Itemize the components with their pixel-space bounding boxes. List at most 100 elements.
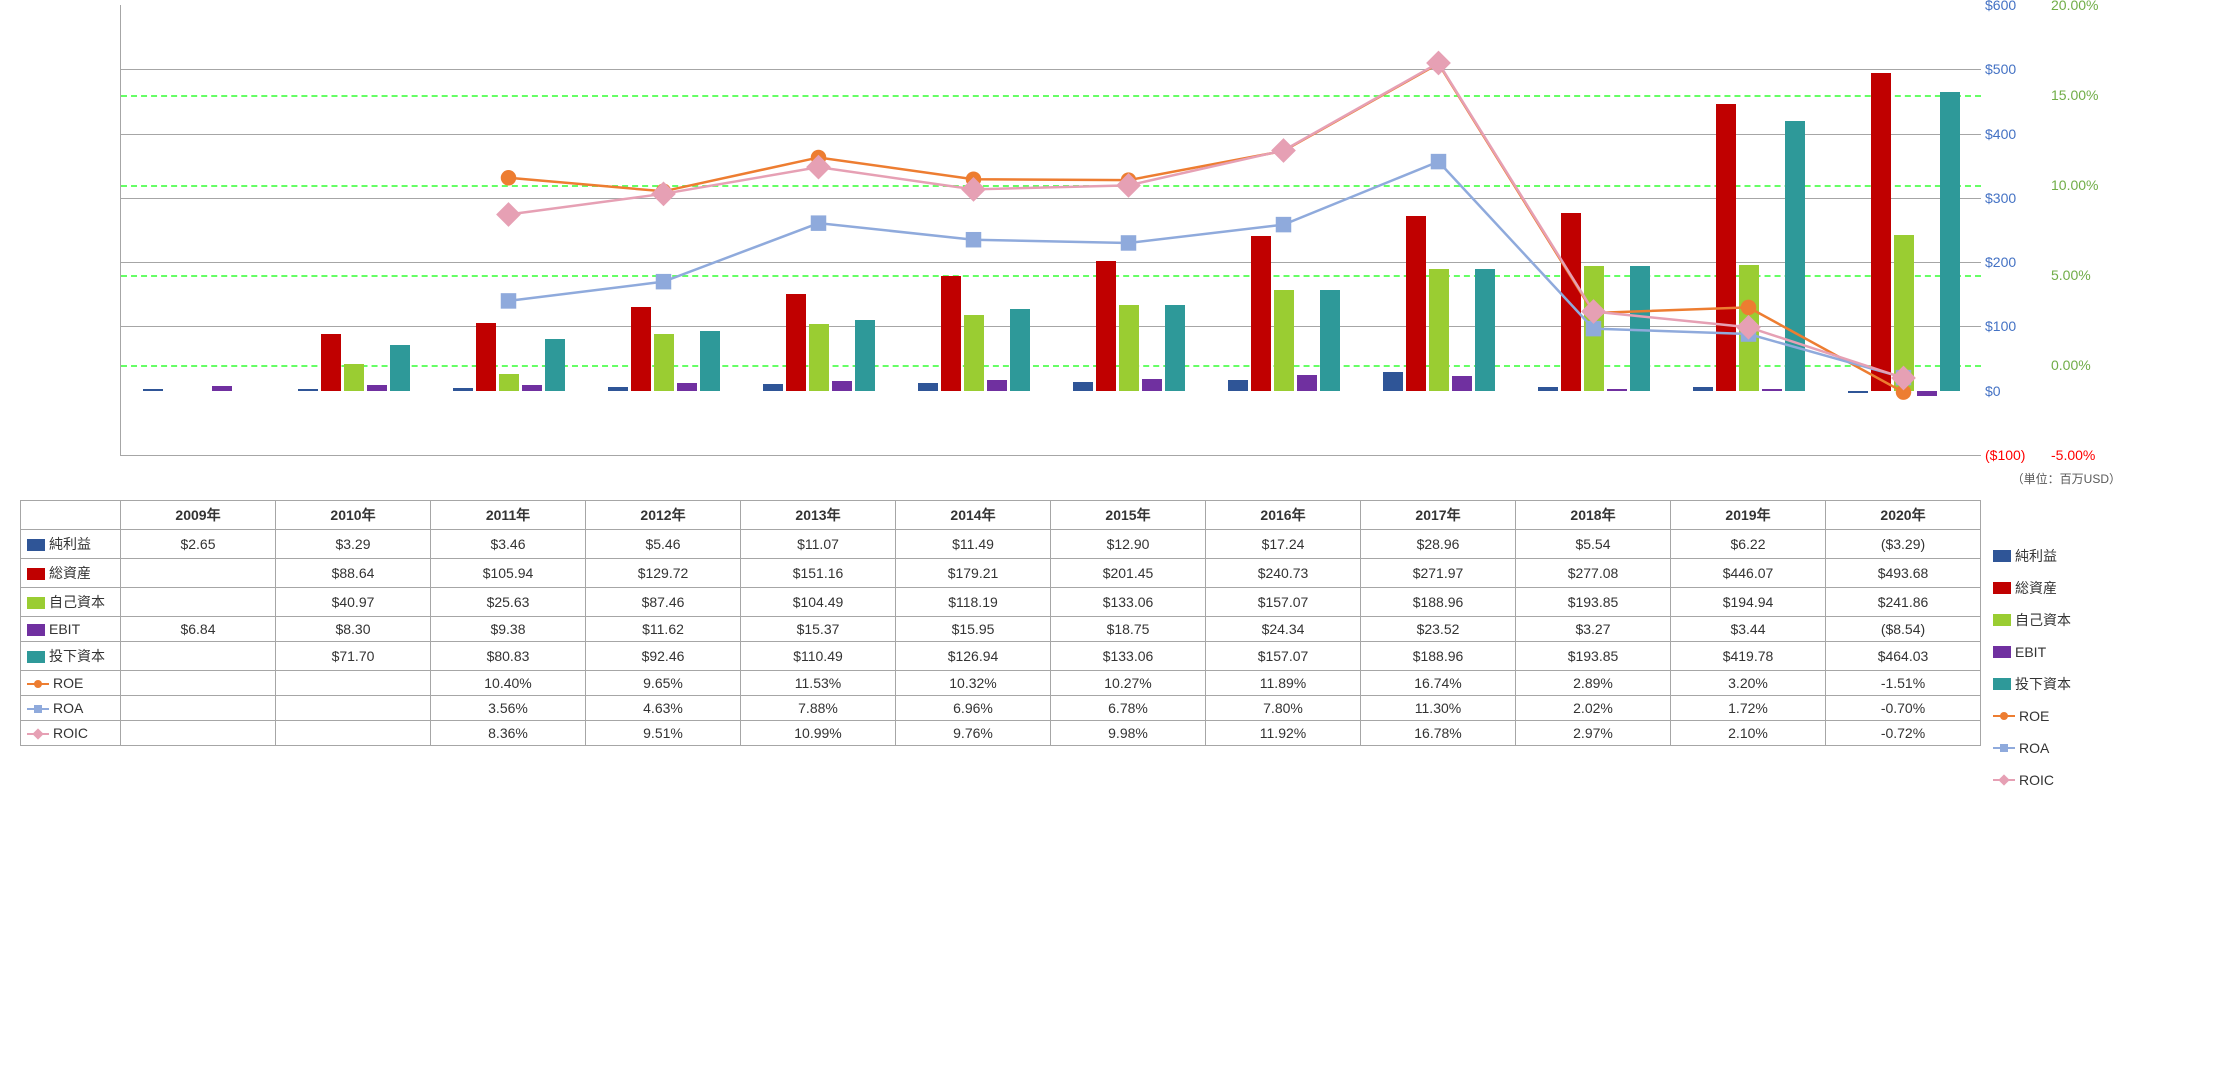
data-cell: $240.73 [1206,559,1361,588]
marker-ROA [502,294,516,308]
y1-tick-label: $400 [1985,126,2043,142]
data-cell: 6.78% [1051,696,1206,721]
data-cell: $110.49 [741,642,896,671]
row-label: 総資産 [21,559,121,588]
marker-ROA [1122,236,1136,250]
data-cell: $15.37 [741,617,896,642]
data-cell [276,671,431,696]
data-cell: $151.16 [741,559,896,588]
legend-item: 自己資本 [1993,604,2071,636]
data-cell: $24.34 [1206,617,1361,642]
data-cell [121,671,276,696]
marker-ROIC [497,203,520,226]
row-label: 純利益 [21,530,121,559]
data-cell: $105.94 [431,559,586,588]
data-cell: -1.51% [1826,671,1981,696]
data-cell: 16.78% [1361,721,1516,746]
y1-tick-label: $200 [1985,254,2043,270]
data-cell: $157.07 [1206,642,1361,671]
data-cell: $126.94 [896,642,1051,671]
data-cell: $5.46 [586,530,741,559]
data-cell: 9.65% [586,671,741,696]
data-cell: 10.32% [896,671,1051,696]
data-cell: 16.74% [1361,671,1516,696]
data-cell: 11.30% [1361,696,1516,721]
data-cell [276,696,431,721]
row-label: EBIT [21,617,121,642]
legend-item: ROA [1993,732,2071,764]
data-cell [121,642,276,671]
line-ROE [509,64,1904,393]
line-ROA [509,162,1904,378]
data-cell: $87.46 [586,588,741,617]
data-cell: $15.95 [896,617,1051,642]
data-cell: 10.40% [431,671,586,696]
data-cell: $88.64 [276,559,431,588]
data-cell: $3.44 [1671,617,1826,642]
y1-tick-label: $100 [1985,318,2043,334]
y2-tick-label: 0.00% [2051,357,2111,373]
year-header: 2017年 [1361,501,1516,530]
data-cell: 10.27% [1051,671,1206,696]
year-header: 2015年 [1051,501,1206,530]
data-cell: $80.83 [431,642,586,671]
marker-ROA [967,233,981,247]
data-cell: 2.02% [1516,696,1671,721]
data-cell: $188.96 [1361,642,1516,671]
y2-tick-label: 5.00% [2051,267,2111,283]
marker-ROE [502,171,516,185]
marker-ROA [812,216,826,230]
data-cell [121,559,276,588]
year-header: 2018年 [1516,501,1671,530]
y2-tick-label: 20.00% [2051,0,2111,13]
data-cell: 7.88% [741,696,896,721]
data-table: 2009年2010年2011年2012年2013年2014年2015年2016年… [20,500,1981,746]
y1-tick-label: $500 [1985,61,2043,77]
row-label: ROA [21,696,121,721]
data-cell: 6.96% [896,696,1051,721]
data-cell: 7.80% [1206,696,1361,721]
legend-item: EBIT [1993,636,2071,668]
marker-ROE [1742,300,1756,314]
marker-ROIC [962,178,985,201]
data-cell: $133.06 [1051,642,1206,671]
row-label: 自己資本 [21,588,121,617]
marker-ROIC [1272,139,1295,162]
data-cell: ($3.29) [1826,530,1981,559]
data-cell: 11.92% [1206,721,1361,746]
data-cell: ($8.54) [1826,617,1981,642]
data-cell [121,721,276,746]
data-cell: $6.84 [121,617,276,642]
data-cell: -0.70% [1826,696,1981,721]
data-cell: $118.19 [896,588,1051,617]
data-cell: 11.53% [741,671,896,696]
data-cell: $419.78 [1671,642,1826,671]
data-cell: $12.90 [1051,530,1206,559]
line-overlay [121,5,1981,455]
data-cell: $11.07 [741,530,896,559]
year-header: 2020年 [1826,501,1981,530]
row-label: ROE [21,671,121,696]
data-cell: $129.72 [586,559,741,588]
right-legend: 純利益総資産自己資本EBIT投下資本ROEROAROIC [1993,540,2071,796]
data-cell: 9.51% [586,721,741,746]
y2-tick-label: 10.00% [2051,177,2111,193]
data-cell: $25.63 [431,588,586,617]
legend-item: 総資産 [1993,572,2071,604]
year-header: 2010年 [276,501,431,530]
data-cell: 10.99% [741,721,896,746]
marker-ROA [657,275,671,289]
marker-ROIC [652,183,675,206]
year-header: 2014年 [896,501,1051,530]
legend-item: 純利益 [1993,540,2071,572]
data-cell: 4.63% [586,696,741,721]
y1-tick-label: $300 [1985,190,2043,206]
legend-item: ROIC [1993,764,2071,796]
data-cell: $71.70 [276,642,431,671]
y2-tick-label: 15.00% [2051,87,2111,103]
data-cell: $6.22 [1671,530,1826,559]
marker-ROA [1277,218,1291,232]
y1-tick-label: $600 [1985,0,2043,13]
data-cell: $3.46 [431,530,586,559]
unit-label: （単位：百万USD） [2012,470,2121,487]
